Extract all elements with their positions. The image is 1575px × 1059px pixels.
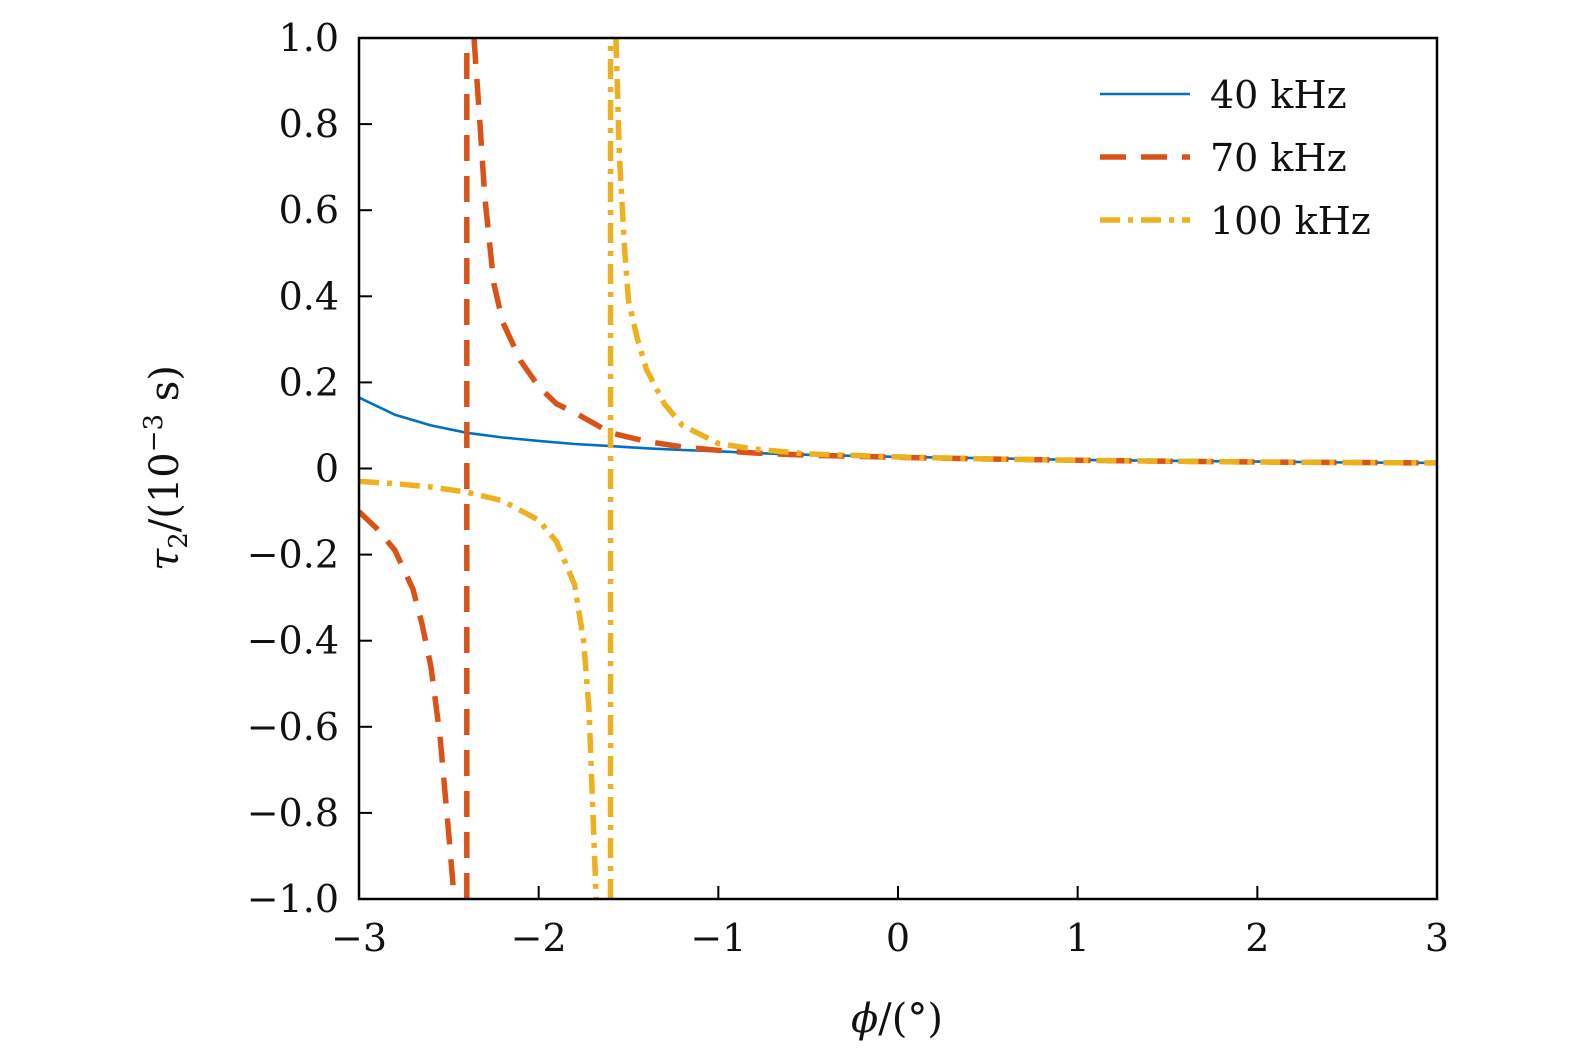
y-tick-label: 0.8 bbox=[279, 102, 339, 146]
y-tick-label: 0.4 bbox=[279, 274, 339, 318]
legend: 40 kHz 70 kHz 100 kHz bbox=[1100, 73, 1371, 243]
y-tick-label: −0.8 bbox=[247, 791, 339, 835]
y-axis-label: τ2/(10−3 s) bbox=[139, 365, 194, 571]
series-layer bbox=[359, 38, 1437, 899]
legend-label-100khz: 100 kHz bbox=[1210, 199, 1371, 243]
x-axis-unit: /(°) bbox=[878, 996, 943, 1042]
series-line-100khz-seg2 bbox=[613, 38, 1437, 466]
x-tick-label: 1 bbox=[1066, 916, 1090, 960]
y-tick-label: 0.6 bbox=[279, 188, 339, 232]
legend-label-40khz: 40 kHz bbox=[1210, 73, 1347, 117]
y-axis-symbol: τ bbox=[142, 548, 188, 571]
x-tick-label: −1 bbox=[690, 916, 746, 960]
y-tick-label: 0.2 bbox=[279, 360, 339, 404]
series-line-40khz bbox=[359, 396, 1437, 465]
y-tick-label: 1.0 bbox=[279, 16, 339, 60]
x-tick-label: −3 bbox=[331, 916, 387, 960]
y-tick-label: −0.6 bbox=[247, 705, 339, 749]
y-tick-label: −1.0 bbox=[247, 877, 339, 921]
y-axis-unit-tail: s) bbox=[142, 365, 188, 414]
y-tick-label: −0.2 bbox=[247, 533, 339, 577]
y-tick-label: 0 bbox=[315, 447, 339, 491]
y-tick-label: −0.4 bbox=[247, 619, 339, 663]
x-tick-label: 0 bbox=[886, 916, 910, 960]
x-axis-label: ϕ/(°) bbox=[851, 996, 943, 1042]
legend-label-70khz: 70 kHz bbox=[1210, 136, 1347, 180]
series-line-100khz-seg1 bbox=[359, 478, 599, 899]
x-tick-label: −2 bbox=[511, 916, 567, 960]
x-tick-label: 2 bbox=[1245, 916, 1269, 960]
y-axis-unit: /(10 bbox=[142, 452, 188, 532]
series-line-70khz-seg1 bbox=[359, 509, 457, 899]
tick-layer: −3 −2 −1 0 1 2 3 1.0 0.8 0.6 0.4 0.2 0 −0.2 −0.4 −0.6 −0… bbox=[247, 16, 1449, 960]
y-axis-exponent: −3 bbox=[139, 414, 169, 452]
series-line-70khz-seg2 bbox=[471, 38, 1437, 466]
x-tick-label: 3 bbox=[1425, 916, 1449, 960]
x-axis-symbol: ϕ bbox=[851, 996, 878, 1042]
y-axis-subscript: 2 bbox=[164, 532, 194, 549]
